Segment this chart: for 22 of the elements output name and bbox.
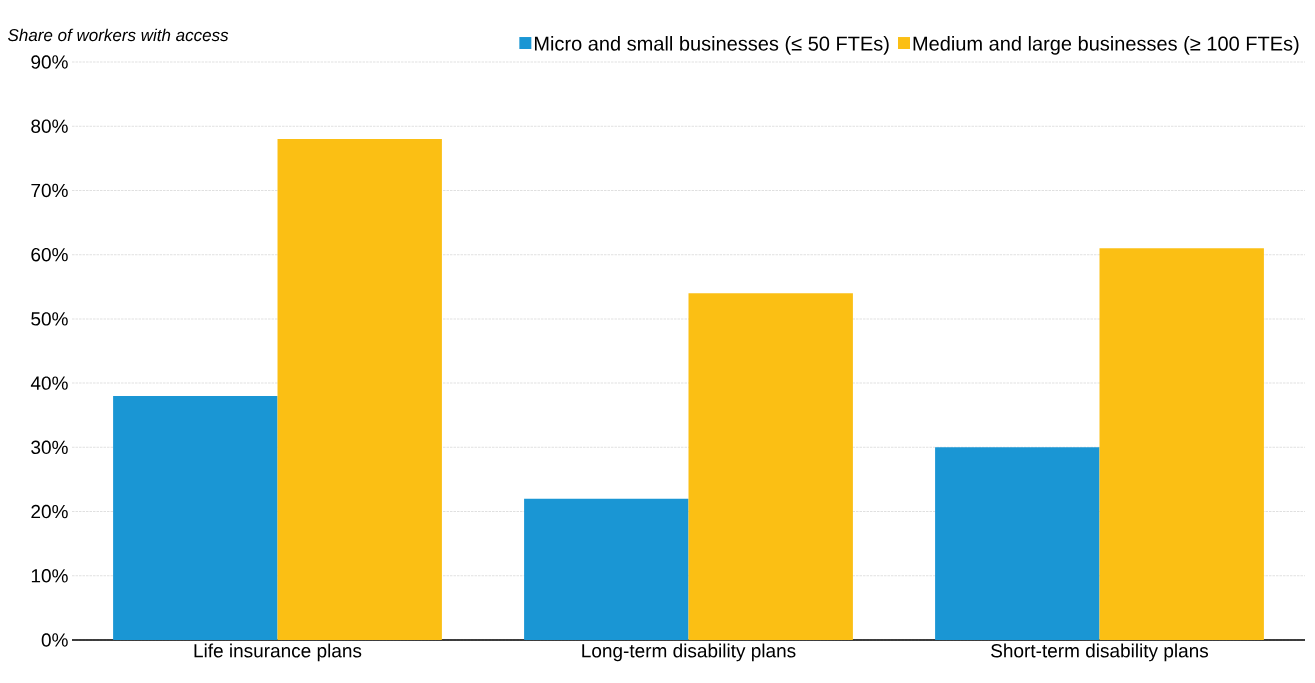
y-tick-label: 30% [31, 440, 68, 455]
legend-label: Micro and small businesses (≤ 50 FTEs) [534, 36, 889, 55]
y-axis-title: Share of workers with access [8, 28, 229, 42]
bar [524, 498, 689, 640]
y-tick-label: 80% [31, 119, 68, 133]
bar [277, 139, 442, 640]
y-tick-label: 60% [31, 247, 68, 262]
y-tick-label: 70% [31, 183, 68, 198]
y-tick-label: 90% [31, 55, 68, 69]
x-tick-label: Long-term disability plans [582, 643, 796, 662]
y-tick-label: 20% [31, 504, 68, 519]
y-tick-label: 50% [31, 312, 68, 326]
bar [1099, 248, 1264, 640]
y-tick-label: 40% [30, 376, 68, 390]
x-tick-label: Life insurance plans [194, 643, 362, 662]
bar [688, 293, 853, 640]
bar [113, 395, 278, 640]
y-tick-label: 10% [31, 569, 68, 583]
y-tick-label: 0% [41, 633, 68, 647]
bar [935, 447, 1100, 640]
x-tick-label: Short-term disability plans [991, 643, 1209, 662]
legend-label: Medium and large businesses (≥ 100 FTEs) [913, 36, 1299, 55]
